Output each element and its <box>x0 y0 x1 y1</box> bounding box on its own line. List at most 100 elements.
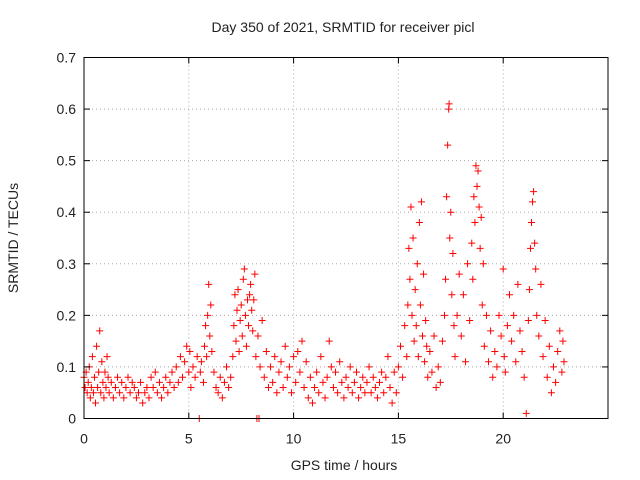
data-point <box>193 353 201 361</box>
data-point <box>558 368 566 376</box>
data-point <box>500 353 508 361</box>
data-point <box>279 384 287 392</box>
data-point <box>302 358 310 366</box>
data-point <box>206 332 214 340</box>
data-point <box>196 368 204 376</box>
x-tick-label: 0 <box>80 431 88 447</box>
data-point <box>535 332 543 340</box>
data-point <box>102 384 110 392</box>
data-point <box>258 317 266 325</box>
x-tick-label: 15 <box>391 431 407 447</box>
data-point <box>308 399 316 407</box>
data-point <box>438 337 446 345</box>
data-point <box>191 373 199 381</box>
data-point <box>543 373 551 381</box>
data-point <box>199 378 207 386</box>
data-point <box>319 378 327 386</box>
data-point <box>472 162 480 170</box>
data-point <box>332 368 340 376</box>
data-point <box>145 394 153 402</box>
data-point <box>388 399 396 407</box>
data-point <box>556 327 564 335</box>
data-point <box>126 389 134 397</box>
data-point <box>269 378 277 386</box>
data-point <box>283 373 291 381</box>
data-point <box>396 342 404 350</box>
data-point <box>114 373 122 381</box>
data-point <box>153 389 161 397</box>
data-point <box>313 368 321 376</box>
data-point <box>361 389 369 397</box>
data-point <box>480 342 488 350</box>
data-point <box>359 373 367 381</box>
data-point <box>220 378 228 386</box>
data-point <box>202 322 210 330</box>
data-point <box>189 363 197 371</box>
data-point <box>392 389 400 397</box>
data-point <box>527 219 535 227</box>
data-point <box>363 378 371 386</box>
y-axis-title: SRMTID / TECUs <box>5 183 21 293</box>
data-point <box>139 399 147 407</box>
data-point <box>503 322 511 330</box>
data-point <box>350 378 358 386</box>
data-point <box>285 363 293 371</box>
data-point <box>468 239 476 247</box>
data-point <box>252 353 260 361</box>
data-point <box>470 193 478 201</box>
data-point <box>132 394 140 402</box>
data-point <box>448 291 456 299</box>
data-point <box>461 358 469 366</box>
y-tick-label: 0 <box>68 411 76 427</box>
data-point <box>107 378 115 386</box>
data-point <box>369 373 377 381</box>
data-point <box>234 286 242 294</box>
data-point <box>409 234 417 242</box>
data-point <box>334 389 342 397</box>
data-point <box>559 337 567 345</box>
data-point <box>87 384 95 392</box>
data-point <box>455 270 463 278</box>
data-point <box>229 353 237 361</box>
x-axis-title: GPS time / hours <box>291 457 398 473</box>
data-point <box>550 363 558 371</box>
data-point <box>227 373 235 381</box>
y-tick-label: 0.3 <box>57 256 77 272</box>
data-point <box>532 265 540 273</box>
data-point <box>264 384 272 392</box>
data-point <box>243 296 251 304</box>
data-points <box>80 100 568 422</box>
data-point <box>147 373 155 381</box>
data-point <box>560 358 568 366</box>
data-point <box>336 358 344 366</box>
data-point <box>275 368 283 376</box>
data-point <box>109 394 117 402</box>
data-point <box>404 301 412 309</box>
data-point <box>271 353 279 361</box>
data-point <box>325 337 333 345</box>
data-point <box>273 389 281 397</box>
data-point <box>185 368 193 376</box>
data-point <box>408 311 416 319</box>
data-point <box>394 363 402 371</box>
grid <box>84 57 608 419</box>
x-tick-label: 20 <box>495 431 511 447</box>
data-point <box>164 389 172 397</box>
data-point <box>410 337 418 345</box>
data-point <box>340 394 348 402</box>
data-point <box>162 373 170 381</box>
data-point <box>459 291 467 299</box>
data-point <box>137 378 145 386</box>
data-point <box>155 378 163 386</box>
data-point <box>451 353 459 361</box>
data-point <box>214 389 222 397</box>
data-point <box>241 311 249 319</box>
data-point <box>166 378 174 386</box>
data-point <box>407 203 415 211</box>
data-point <box>149 384 157 392</box>
data-point <box>352 368 360 376</box>
data-point <box>130 384 138 392</box>
data-point <box>201 342 209 350</box>
data-point <box>218 394 226 402</box>
